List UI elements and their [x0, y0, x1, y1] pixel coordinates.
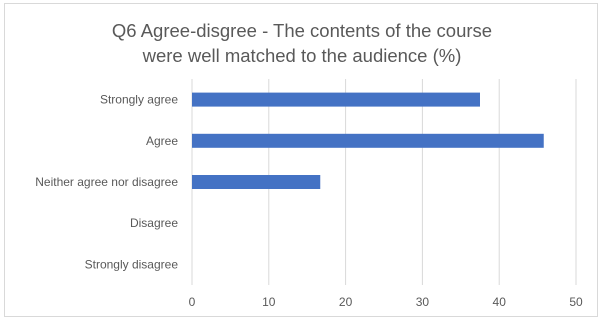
category-label: Agree — [146, 134, 178, 148]
category-labels: Strongly agree Agree Neither agree nor dis… — [35, 93, 178, 272]
chart-title-line-2: were well matched to the audience (%) — [142, 45, 462, 66]
chart-title: Q6 Agree-disgree - The contents of the c… — [5, 18, 599, 68]
x-tick-label: 10 — [262, 295, 276, 309]
category-label: Disagree — [130, 216, 178, 230]
category-label: Strongly disagree — [85, 257, 179, 271]
chart-title-line-1: Q6 Agree-disgree - The contents of the c… — [111, 20, 493, 41]
bar — [192, 175, 321, 189]
x-tick-label: 30 — [416, 295, 430, 309]
category-label: Strongly agree — [100, 93, 178, 107]
x-tick-label: 0 — [189, 295, 196, 309]
category-label: Neither agree nor disagree — [35, 175, 178, 189]
x-tick-labels: 0 10 20 30 40 50 — [189, 295, 583, 309]
bars — [192, 92, 544, 189]
gridlines — [191, 79, 577, 285]
x-tick-label: 20 — [339, 295, 353, 309]
x-tick-label: 40 — [493, 295, 507, 309]
x-tick-label: 50 — [569, 295, 583, 309]
bar — [192, 92, 480, 107]
bar — [192, 133, 544, 148]
